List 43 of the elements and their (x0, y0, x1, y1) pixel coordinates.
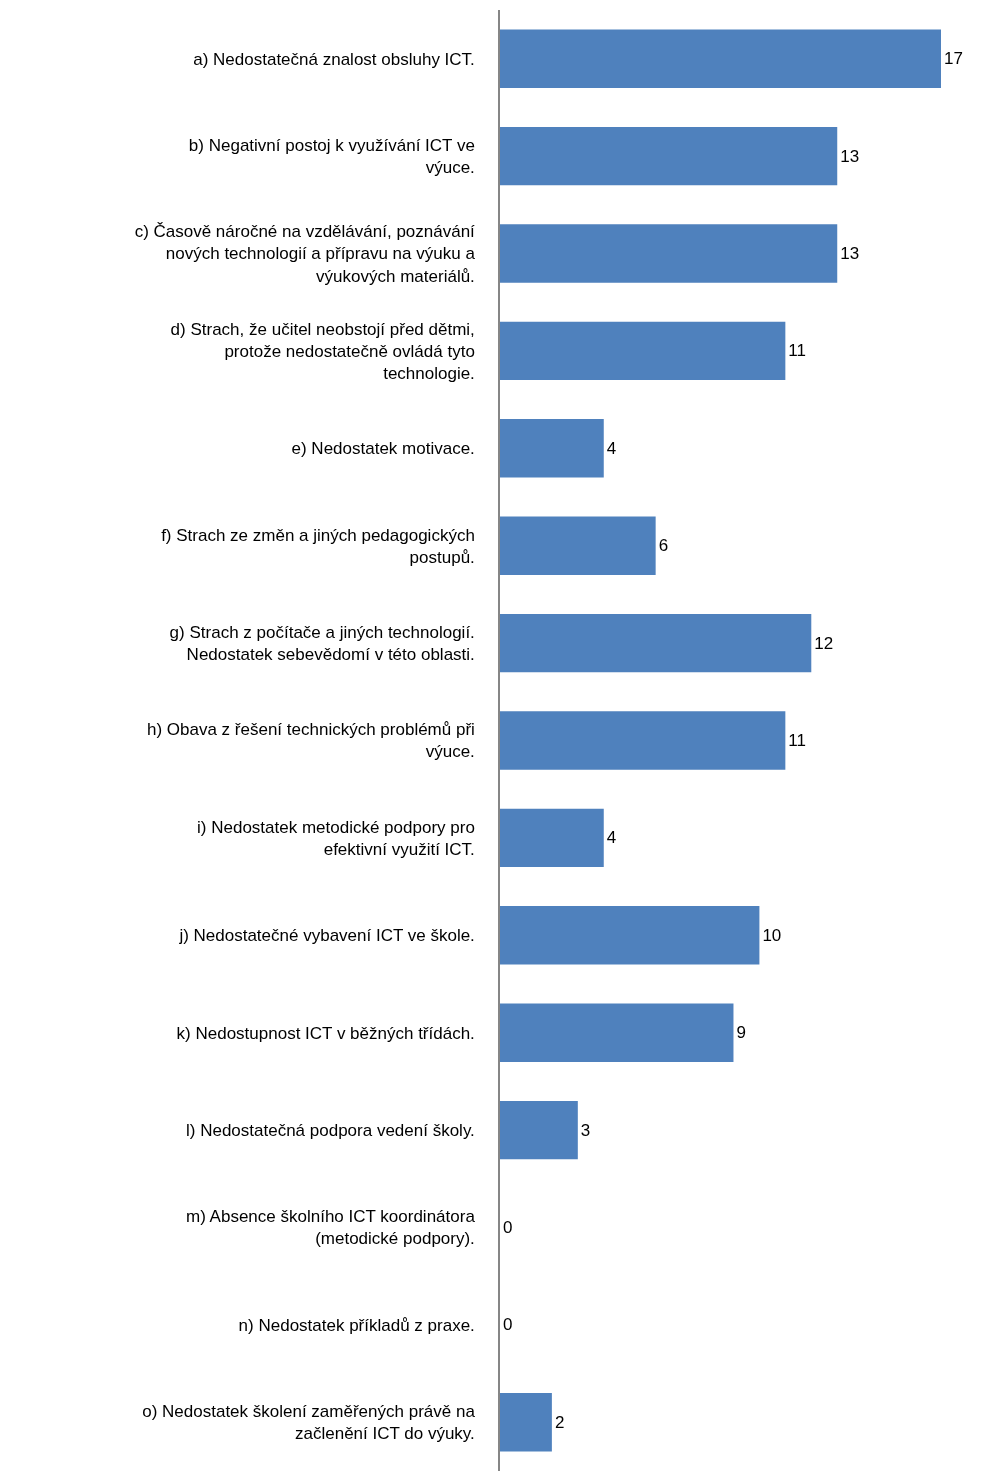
data-label: 13 (840, 244, 860, 263)
data-label: 3 (580, 1120, 591, 1140)
bar (500, 224, 838, 283)
y-tick-label: m) Absence školního ICT koordinátora (metodické podpory). (186, 1207, 476, 1249)
data-label: 11 (788, 731, 807, 750)
data-label: 0 (503, 1218, 513, 1237)
y-tick-label: l) Nedostatečná podpora vedení školy. (185, 1121, 475, 1141)
y-tick-label: g) Strach z počítače a jiných technologií. Nedostatek sebevědomí v této oblasti. (169, 623, 475, 665)
bar (500, 711, 786, 770)
data-label: 4 (606, 438, 617, 458)
data-label: 9 (736, 1023, 746, 1043)
bar (500, 808, 604, 868)
data-label: 11 (788, 341, 807, 361)
y-tick-label: d) Strach, že učitel neobstojí před dětmi, protože nedostatečně ovládá tyto technologie. (170, 319, 475, 383)
data-label: 2 (554, 1412, 565, 1432)
data-label: 4 (606, 828, 617, 848)
y-tick-label: c) Časově náročné na vzdělávání, poznávání nových technologií a přípravu na výuku a výukových materiálů. (134, 222, 476, 286)
y-tick-label: n) Nedostatek příkladů z praxe. (238, 1315, 475, 1335)
y-tick-label: a) Nedostatečná znalost obsluhy ICT. (193, 49, 475, 69)
bar (500, 1100, 578, 1160)
bar (500, 906, 760, 965)
bar (500, 1003, 734, 1062)
y-tick-label: j) Nedostatečné vybavení ICT ve škole. (178, 926, 475, 946)
y-tick-label: e) Nedostatek motivace. (291, 439, 475, 459)
data-label: 6 (658, 536, 669, 556)
y-tick-label: i) Nedostatek metodické podpory pro efektivní využití ICT. (197, 817, 475, 859)
bar (500, 126, 838, 186)
bar (500, 321, 786, 381)
data-label: 0 (503, 1315, 513, 1335)
y-tick-label: o) Nedostatek školení zaměřených právě na začlenění ICT do výuky. (142, 1402, 476, 1444)
y-tick-label: k) Nedostupnost ICT v běžných třídách. (176, 1023, 475, 1043)
y-tick-label: f) Strach ze změn a jiných pedagogických postupů. (161, 525, 475, 567)
bar (500, 516, 656, 575)
y-tick-label: b) Negativní postoj k využívání ICT ve výuce. (188, 136, 475, 178)
bar (500, 613, 812, 673)
data-label: 13 (840, 146, 860, 166)
data-label: 17 (944, 49, 963, 69)
bar (500, 29, 941, 88)
data-label: 10 (762, 925, 782, 945)
bar (500, 1393, 552, 1452)
data-label: 12 (814, 633, 834, 653)
bar (500, 419, 604, 478)
y-tick-label: h) Obava z řešení technických problémů při výuce. (146, 720, 475, 762)
